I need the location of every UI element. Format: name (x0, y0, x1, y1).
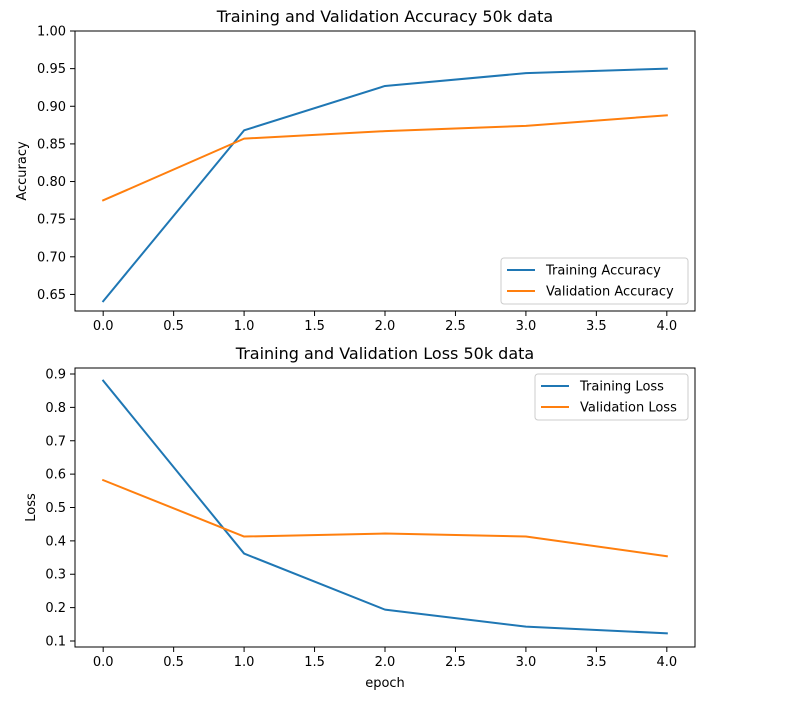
loss-legend-box (534, 373, 689, 421)
loss-y-tick-label: 0.4 (45, 534, 66, 549)
loss-x-tick-label: 1.0 (234, 655, 255, 670)
loss-y-tick-label: 0.1 (45, 634, 66, 649)
loss-y-tick-label: 0.5 (45, 501, 66, 516)
loss-y-tick-label: 0.8 (45, 401, 66, 416)
accuracy-chart-title: Training and Validation Accuracy 50k dat… (216, 7, 553, 26)
loss-x-tick-label: 4.0 (656, 655, 677, 670)
accuracy-series-training-accuracy (101, 67, 668, 303)
accuracy-x-tick-label: 2.5 (445, 319, 466, 334)
accuracy-legend-box (500, 257, 689, 305)
loss-x-tick-label: 2.0 (375, 655, 396, 670)
loss-y-tick-label: 0.2 (45, 601, 66, 616)
accuracy-y-tick-label: 1.00 (37, 25, 66, 40)
accuracy-legend: Training Accuracy Validation Accuracy (500, 257, 689, 305)
accuracy-y-axis-label: Accuracy (15, 141, 30, 201)
accuracy-chart: Training and Validation Accuracy 50k dat… (15, 7, 696, 334)
loss-x-tick-label: 0.0 (93, 655, 114, 670)
loss-legend-label-training-loss: Training Loss (579, 380, 664, 395)
accuracy-x-tick-label: 2.0 (375, 319, 396, 334)
loss-x-tick-label: 1.5 (304, 655, 325, 670)
accuracy-x-tick-label: 1.0 (234, 319, 255, 334)
loss-legend-label-validation-loss: Validation Loss (580, 401, 677, 416)
accuracy-x-tick-label: 1.5 (304, 319, 325, 334)
loss-series-training-loss (101, 379, 668, 635)
accuracy-legend-label-validation-accuracy: Validation Accuracy (546, 285, 674, 300)
accuracy-x-tick-label: 4.0 (656, 319, 677, 334)
loss-y-axis-label: Loss (24, 493, 39, 522)
loss-y-tick-label: 0.7 (45, 434, 66, 449)
loss-chart: Training and Validation Loss 50k data 0.0… (24, 344, 696, 691)
loss-legend: Training Loss Validation Loss (534, 373, 689, 421)
loss-x-axis-label: epoch (365, 676, 405, 691)
accuracy-x-tick-label: 0.0 (93, 319, 114, 334)
accuracy-y-tick-label: 0.65 (37, 288, 66, 303)
accuracy-x-tick-label: 3.0 (516, 319, 537, 334)
accuracy-y-tick-label: 0.80 (37, 175, 66, 190)
accuracy-y-tick-label: 0.70 (37, 250, 66, 265)
loss-x-tick-label: 3.0 (516, 655, 537, 670)
accuracy-x-tick-label: 3.5 (586, 319, 607, 334)
loss-y-tick-label: 0.9 (45, 368, 66, 383)
accuracy-series-validation-accuracy (101, 114, 668, 202)
accuracy-legend-label-training-accuracy: Training Accuracy (545, 264, 661, 279)
loss-chart-title: Training and Validation Loss 50k data (235, 344, 534, 363)
loss-x-tick-label: 0.5 (163, 655, 184, 670)
loss-x-tick-label: 3.5 (586, 655, 607, 670)
accuracy-y-tick-label: 0.95 (37, 62, 66, 77)
accuracy-y-tick-label: 0.75 (37, 213, 66, 228)
accuracy-x-tick-label: 0.5 (163, 319, 184, 334)
accuracy-y-tick-label: 0.85 (37, 137, 66, 152)
loss-x-tick-label: 2.5 (445, 655, 466, 670)
accuracy-y-tick-label: 0.90 (37, 100, 66, 115)
loss-y-tick-label: 0.6 (45, 468, 66, 483)
loss-y-tick-label: 0.3 (45, 568, 66, 583)
loss-series-validation-loss (101, 478, 668, 558)
